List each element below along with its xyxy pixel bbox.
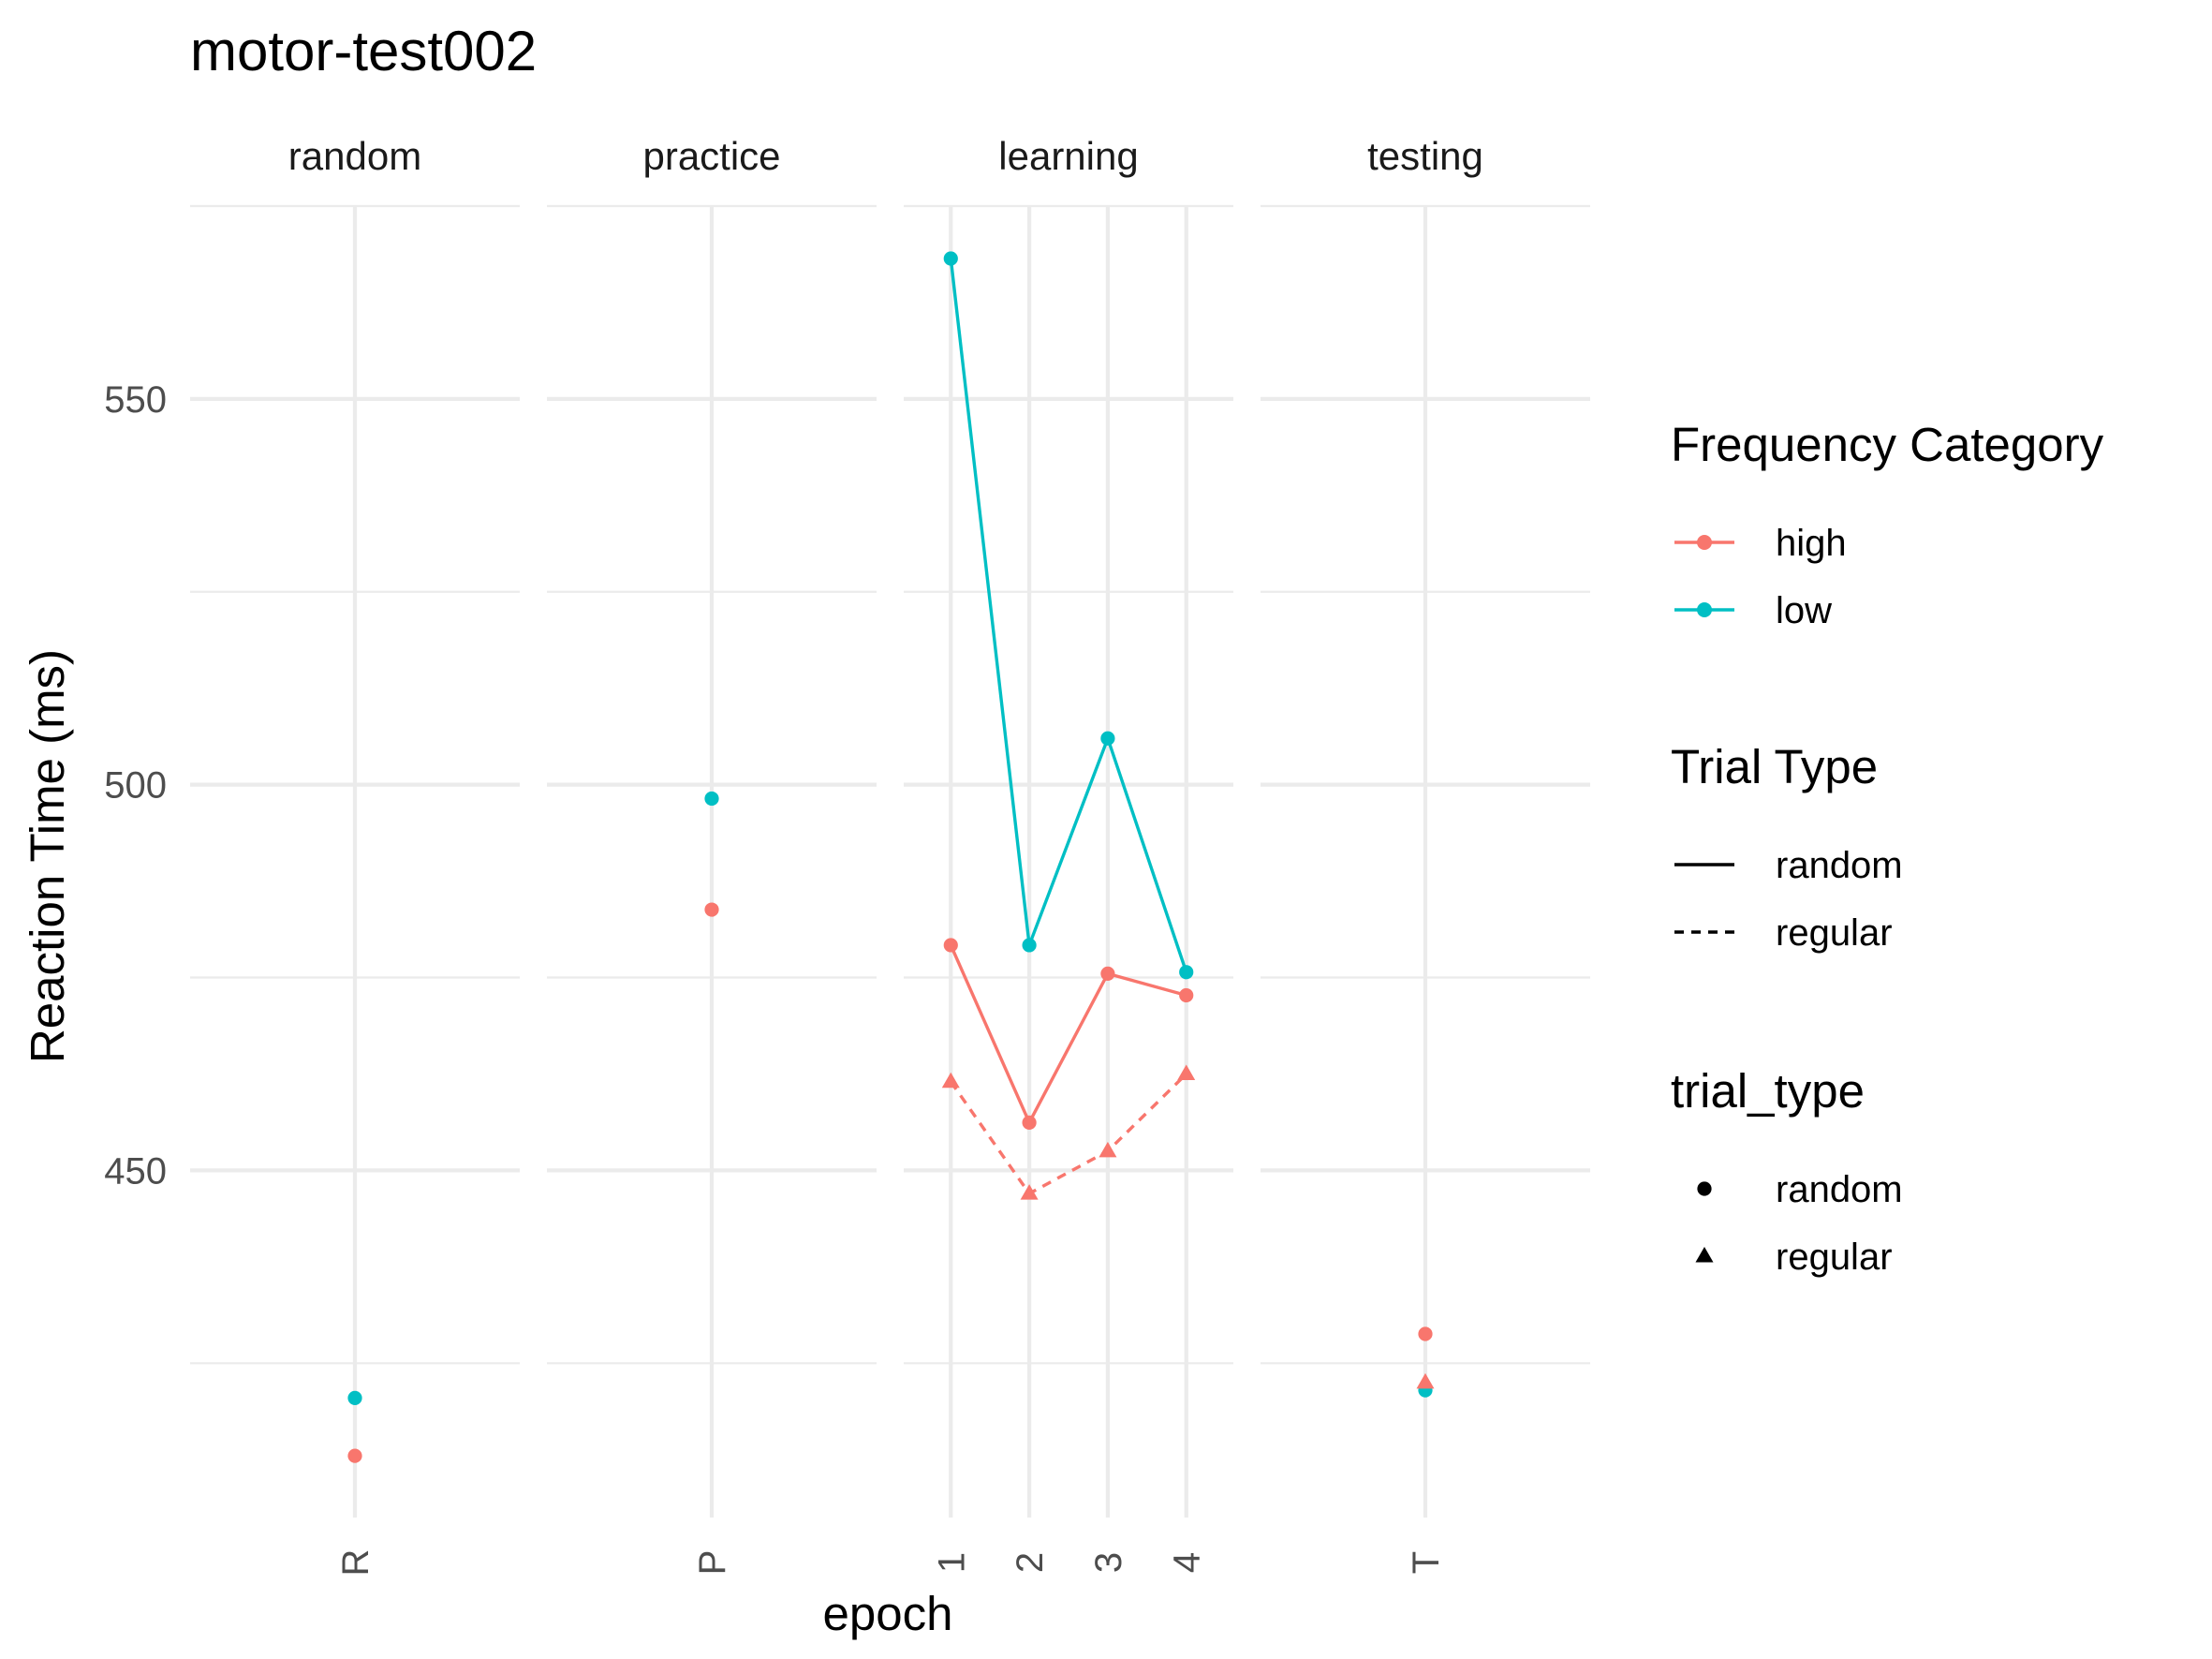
data-point-high-random-4 [1179, 987, 1194, 1003]
legend-key-point-high [1697, 535, 1712, 550]
x-tick-label-t: T [1406, 1551, 1447, 1574]
x-tick-label-2: 2 [1010, 1552, 1051, 1573]
y-tick-label: 550 [104, 379, 167, 421]
series-line-high-regular [949, 1073, 1187, 1196]
x-tick-label-p: P [692, 1550, 733, 1576]
panel-random: random R [190, 134, 520, 1576]
legend-title-trial-type: trial_type [1671, 1064, 1865, 1118]
x-tick-label-3: 3 [1088, 1552, 1129, 1573]
y-tick-label: 450 [104, 1150, 167, 1192]
legend-title-trial-type: Trial Type [1671, 740, 1878, 793]
y-axis-label: Reaction Time (ms) [21, 649, 74, 1063]
data-point-low-random-p [704, 791, 719, 807]
data-point-high-random-p [704, 902, 719, 917]
legend-key-circle-random [1697, 1181, 1712, 1196]
legend-trial-type: Trial Type random regular [1671, 740, 1903, 954]
x-axis-label: epoch [823, 1587, 953, 1640]
data-point-low-random-4 [1179, 965, 1194, 980]
data-point-low-random-1 [943, 251, 958, 266]
legend-item-label-high: high [1776, 523, 1847, 564]
legend-item-label-random: random [1776, 1169, 1903, 1210]
strip-label-random: random [288, 134, 421, 178]
legends: Frequency Category high low Trial Type rando… [1671, 418, 2104, 1278]
data-point-high-regular-t [1416, 1372, 1435, 1389]
data-point-high-random-t [1418, 1326, 1433, 1341]
data-point-high-regular-4 [1177, 1064, 1196, 1080]
series-line-high-random [949, 944, 1187, 1127]
legend-key-triangle-regular [1695, 1247, 1714, 1263]
strip-label-testing: testing [1367, 134, 1483, 178]
data-point-low-random-2 [1022, 938, 1037, 953]
data-point-high-regular-1 [941, 1072, 960, 1089]
panel-practice: practice P [547, 134, 877, 1575]
data-point-high-random-r [347, 1448, 362, 1463]
data-point-high-regular-2 [1020, 1184, 1039, 1200]
legend-item-label-random: random [1776, 845, 1903, 886]
x-tick-label-1: 1 [931, 1552, 972, 1573]
strip-label-practice: practice [642, 134, 780, 178]
data-point-low-random-r [347, 1390, 362, 1405]
legend-frequency-category: Frequency Category high low [1671, 418, 2104, 631]
y-tick-label: 500 [104, 765, 167, 807]
x-tick-label-4: 4 [1167, 1552, 1208, 1573]
series-lines [949, 258, 1188, 1196]
series-points [347, 251, 1435, 1463]
data-point-high-random-2 [1022, 1115, 1037, 1130]
legend-item-label-regular: regular [1776, 912, 1893, 954]
strip-label-learning: learning [998, 134, 1138, 178]
legend-title-frequency-category: Frequency Category [1671, 418, 2104, 471]
panel-learning: learning 1 2 3 4 [904, 134, 1233, 1573]
chart-title: motor-test002 [190, 20, 537, 82]
data-point-high-regular-3 [1099, 1141, 1117, 1158]
data-point-high-random-3 [1100, 966, 1115, 982]
x-tick-label-r: R [335, 1549, 376, 1577]
series-line-low-random [949, 258, 1188, 973]
legend-item-label-low: low [1776, 590, 1832, 631]
legend-item-label-regular: regular [1776, 1237, 1893, 1278]
legend-key-point-low [1697, 602, 1712, 617]
panel-testing: testing T [1261, 134, 1590, 1574]
data-point-low-random-3 [1100, 731, 1115, 746]
data-point-high-random-1 [943, 938, 958, 953]
